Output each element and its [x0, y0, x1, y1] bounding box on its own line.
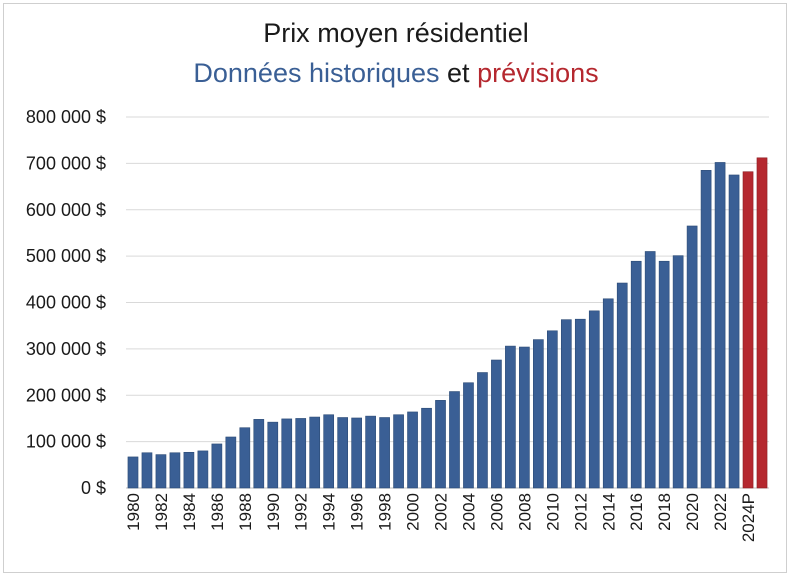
subtitle-forecast: prévisions: [477, 58, 599, 88]
bar-historical: [560, 319, 572, 489]
bar-historical: [700, 170, 712, 489]
bar-historical: [393, 414, 404, 489]
bar-historical: [644, 251, 656, 489]
bar-historical: [435, 400, 446, 489]
bar-historical: [477, 372, 488, 489]
x-tick-label: 2014: [599, 493, 618, 531]
bar-historical: [197, 450, 209, 489]
bar-historical: [267, 421, 279, 489]
x-tick-label: 2006: [487, 493, 506, 531]
bar-historical: [323, 414, 335, 489]
x-tick-label: 1980: [124, 493, 143, 531]
x-tick-label: 1992: [292, 493, 311, 531]
subtitle-connector: et: [439, 58, 478, 88]
bar-historical: [239, 427, 251, 489]
bar-historical: [337, 417, 348, 489]
y-tick-label: 700 000 $: [26, 153, 106, 173]
bar-historical: [183, 451, 195, 489]
chart-subtitle: Données historiques et prévisions: [0, 58, 792, 89]
bar-historical: [714, 162, 726, 489]
x-tick-label: 2012: [571, 493, 590, 531]
y-tick-label: 0 $: [81, 478, 106, 498]
y-axis: 0 $ 100 000 $ 200 000 $ 300 000 $ 400 000 $ 5…: [26, 107, 106, 498]
y-tick-label: 400 000 $: [26, 293, 106, 313]
x-tick-label: 2000: [404, 493, 423, 531]
y-tick-label: 200 000 $: [26, 385, 106, 405]
x-tick-label: 2024P: [739, 493, 758, 542]
x-tick-label: 2002: [432, 493, 451, 531]
bar-historical: [155, 454, 167, 489]
x-tick-label: 1982: [152, 493, 171, 531]
chart-title: Prix moyen résidentiel: [263, 18, 529, 48]
bar-historical: [602, 298, 614, 489]
y-tick-label: 800 000 $: [26, 107, 106, 127]
x-tick-label: 1986: [208, 493, 227, 531]
bar-historical: [728, 174, 740, 489]
x-tick-label: 2020: [683, 493, 702, 531]
bar-forecast: [742, 171, 754, 489]
x-tick-label: 1990: [264, 493, 283, 531]
bar-historical: [616, 282, 628, 489]
y-tick-label: 300 000 $: [26, 339, 106, 359]
bars: [127, 157, 768, 489]
bar-forecast: [756, 157, 768, 489]
bar-historical: [169, 452, 181, 489]
x-tick-label: 1984: [180, 493, 199, 531]
bar-historical: [281, 418, 293, 489]
bar-historical: [658, 260, 670, 489]
x-tick-label: 2004: [459, 493, 478, 531]
bar-historical: [309, 416, 321, 489]
bar-historical: [505, 345, 516, 489]
bar-historical: [421, 407, 432, 489]
bar-historical: [351, 417, 362, 489]
bar-historical: [630, 260, 642, 489]
x-tick-label: 2016: [627, 493, 646, 531]
bar-historical: [686, 225, 698, 489]
subtitle-historical: Données historiques: [193, 58, 440, 88]
bar-historical: [295, 418, 307, 489]
x-tick-label: 2018: [655, 493, 674, 531]
bar-historical: [379, 417, 390, 489]
x-tick-label: 1994: [320, 493, 339, 531]
bar-historical: [547, 330, 558, 489]
bar-historical: [519, 346, 530, 489]
y-tick-label: 100 000 $: [26, 432, 106, 452]
x-tick-label: 1988: [236, 493, 255, 531]
bar-historical: [588, 310, 600, 489]
bar-historical: [407, 411, 418, 489]
bar-historical: [225, 436, 237, 489]
x-tick-label: 2022: [711, 493, 730, 531]
y-tick-label: 600 000 $: [26, 200, 106, 220]
bar-historical: [253, 419, 265, 489]
y-tick-label: 500 000 $: [26, 246, 106, 266]
bar-historical: [141, 452, 153, 489]
x-tick-label: 2008: [515, 493, 534, 531]
bar-historical: [574, 318, 586, 489]
bar-historical: [449, 391, 460, 489]
bar-historical: [672, 255, 684, 489]
bar-historical: [463, 382, 474, 489]
x-tick-label: 2010: [543, 493, 562, 531]
bar-historical: [491, 359, 502, 489]
bar-historical: [127, 456, 139, 489]
x-tick-label: 1996: [348, 493, 367, 531]
x-tick-label: 1998: [376, 493, 395, 531]
bar-historical: [211, 443, 223, 489]
gridlines: [126, 116, 769, 489]
x-axis: 1980 1982 1984 1986 1988 1990 1992 1994 1996 1998…: [124, 493, 758, 542]
bar-historical: [365, 415, 376, 489]
bar-historical: [533, 339, 544, 489]
